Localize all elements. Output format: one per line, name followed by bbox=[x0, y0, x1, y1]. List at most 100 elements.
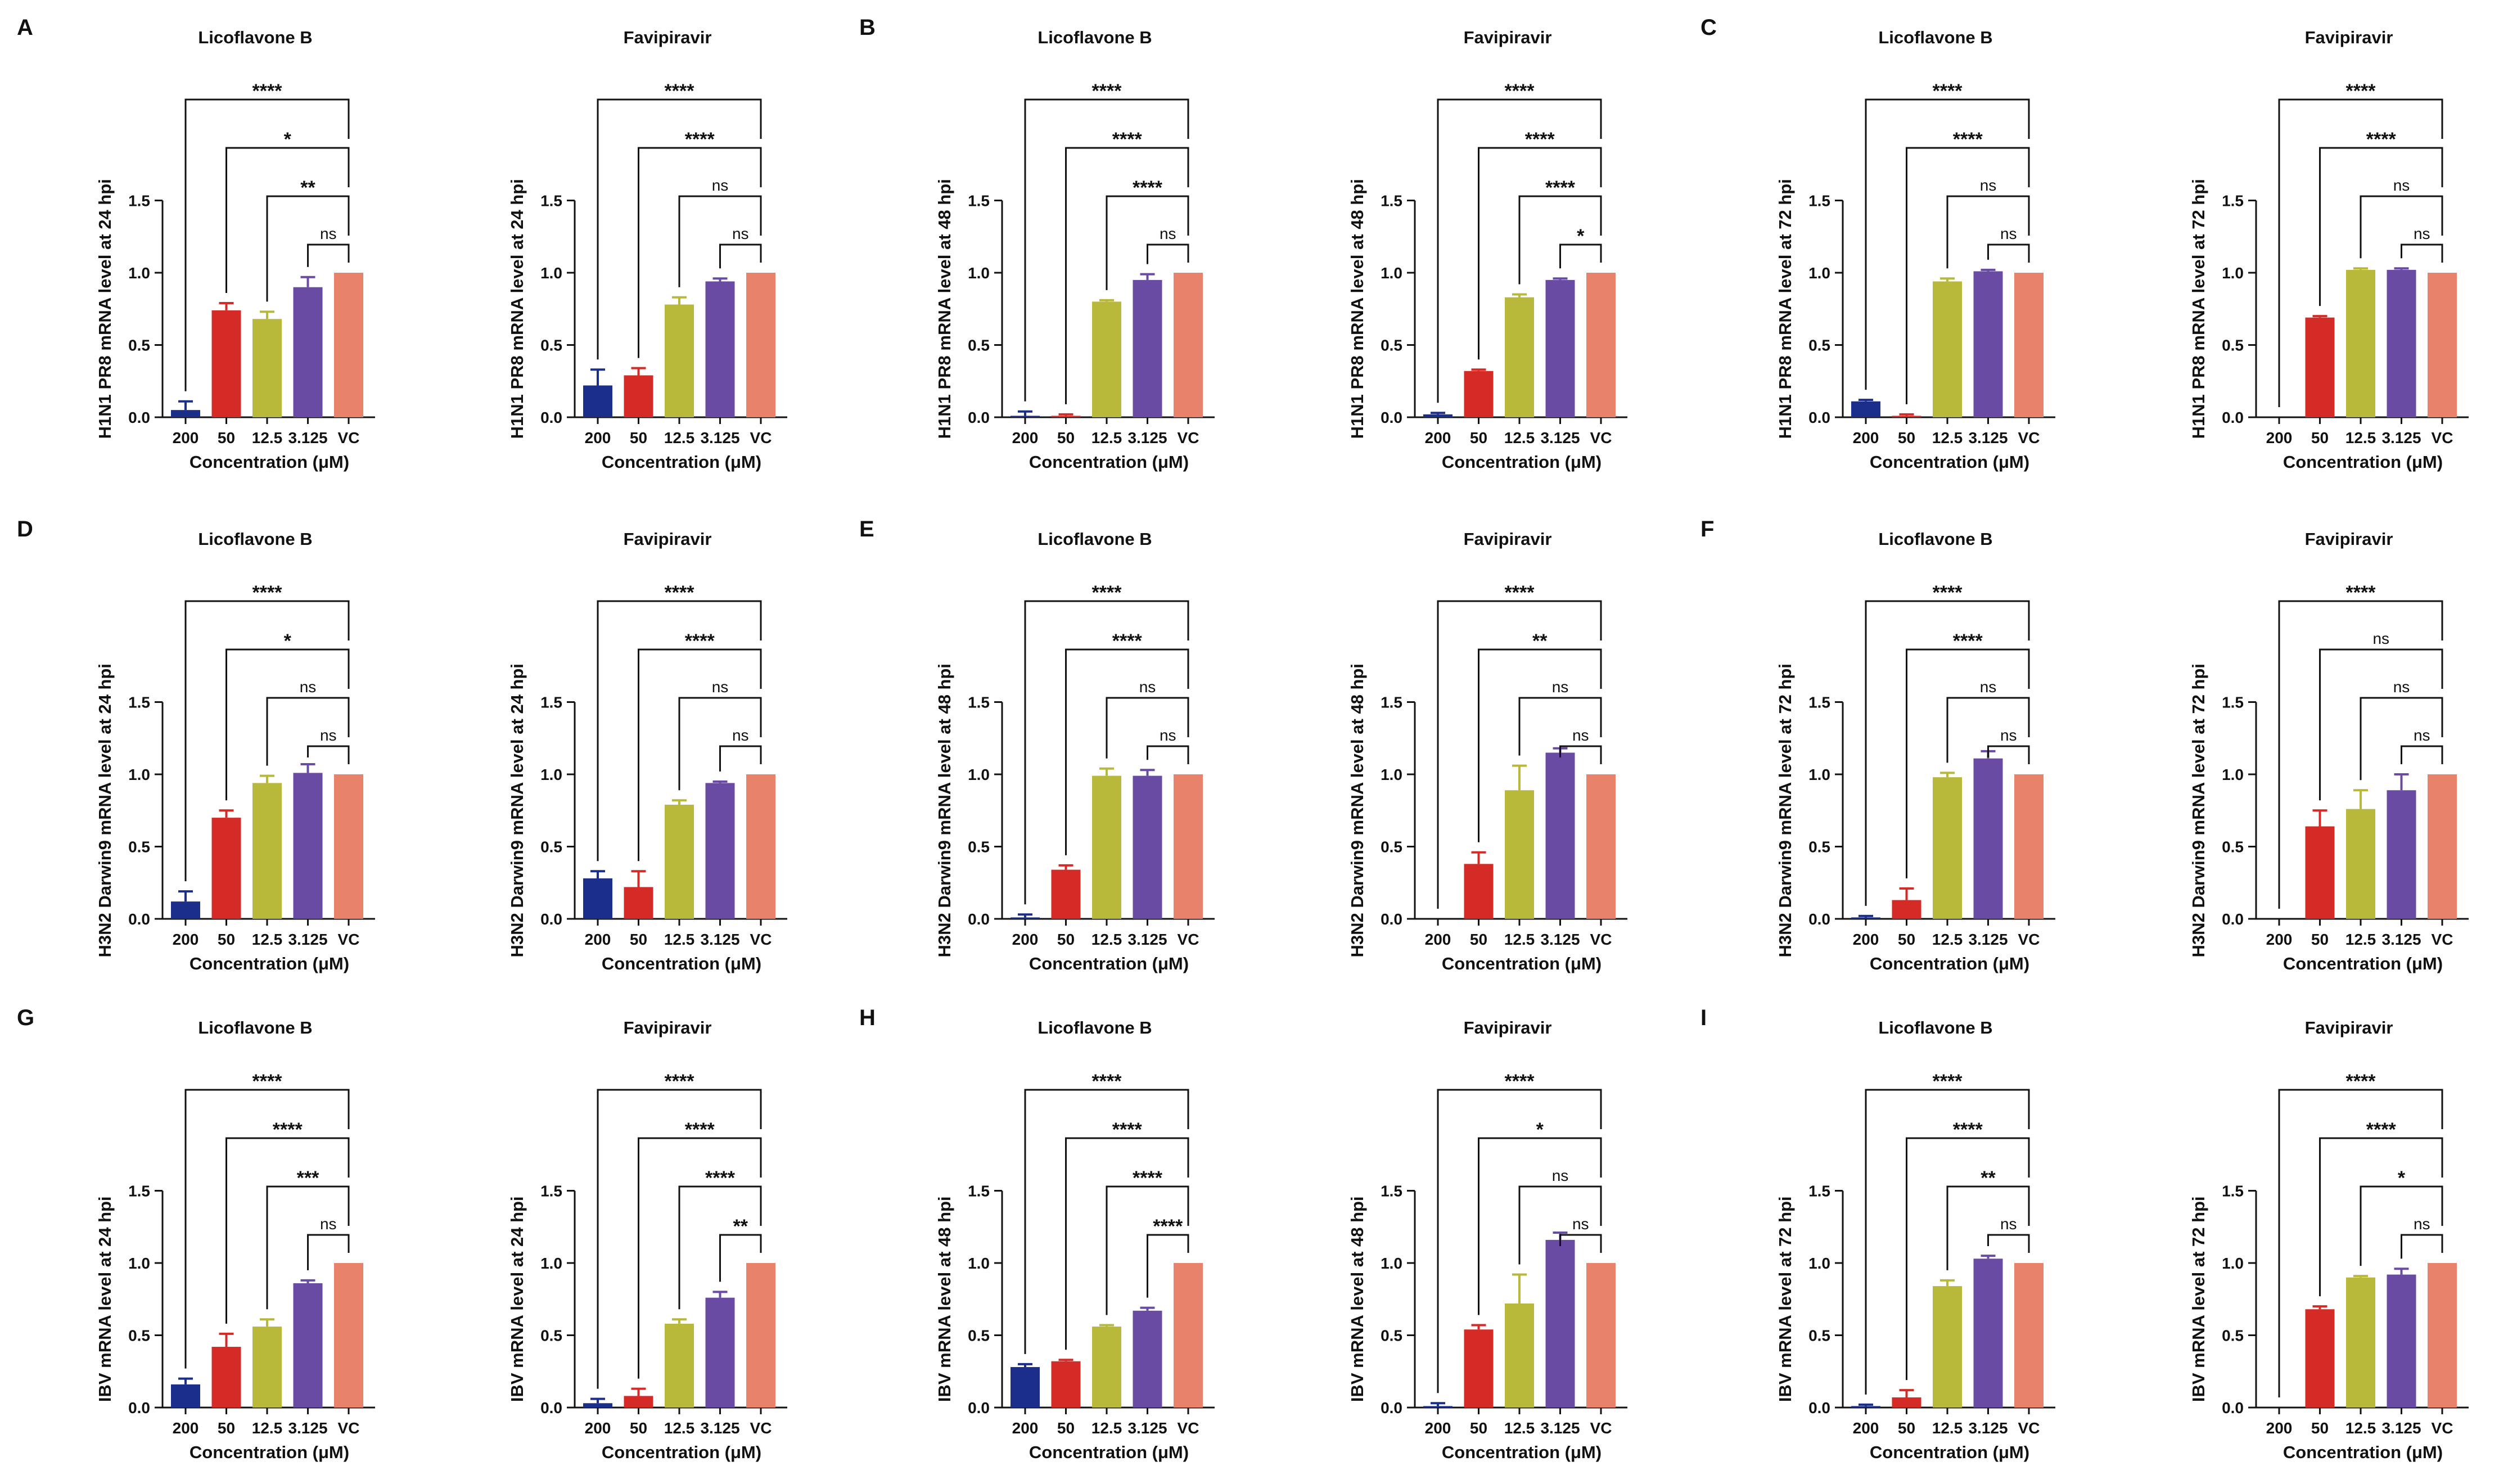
x-tick-label: 12.5 bbox=[1504, 931, 1535, 948]
significance-label: ns bbox=[712, 177, 729, 194]
bar bbox=[1505, 297, 1534, 417]
significance-bracket bbox=[225, 147, 350, 293]
y-tick-label: 1.5 bbox=[128, 1183, 150, 1200]
chart-title: Licoflavone B bbox=[1038, 1018, 1152, 1038]
x-tick-label: 12.5 bbox=[2345, 429, 2376, 446]
significance-label: **** bbox=[1933, 80, 1963, 102]
panel-13: G Licoflavone B 0.0 0.5 1.0 1.5 200 50 12.5 3.125… bbox=[17, 1005, 375, 1462]
y-tick-label: 1.0 bbox=[1381, 264, 1402, 282]
x-axis-label: Concentration (μM) bbox=[1442, 1442, 1602, 1462]
x-axis-label: Concentration (μM) bbox=[1442, 452, 1602, 472]
x-tick-label: 3.125 bbox=[288, 931, 327, 948]
significance-bracket bbox=[1065, 1137, 1189, 1350]
y-axis-label: H1N1 PR8 mRNA level at 72 hpi bbox=[1775, 179, 1795, 439]
significance-bracket bbox=[1987, 1234, 2030, 1253]
bar bbox=[705, 783, 735, 919]
significance-label: ns bbox=[2000, 1215, 2017, 1233]
significance-label: ** bbox=[733, 1216, 748, 1237]
bar bbox=[1545, 279, 1575, 417]
bar bbox=[293, 287, 323, 417]
y-tick-label: 0.5 bbox=[128, 1327, 150, 1345]
bar bbox=[1973, 1259, 2003, 1408]
bar bbox=[2305, 317, 2335, 417]
bar bbox=[1174, 273, 1203, 417]
y-axis-label: H3N2 Darwin9 mRNA level at 72 hpi bbox=[2189, 664, 2208, 958]
bar bbox=[1933, 281, 1962, 417]
panel-1: A Licoflavone B 0.0 0.5 1.0 1.5 200 50 12.5 3.125… bbox=[17, 15, 375, 472]
significance-bracket bbox=[1865, 600, 2030, 906]
bar bbox=[1973, 758, 2003, 919]
bar bbox=[1174, 1263, 1203, 1408]
bar bbox=[1933, 1286, 1962, 1408]
y-tick-label: 0.0 bbox=[2222, 1399, 2244, 1417]
y-tick-label: 1.0 bbox=[968, 264, 990, 282]
significance-label: **** bbox=[665, 80, 695, 102]
y-tick-label: 1.0 bbox=[128, 766, 150, 783]
x-tick-label: 200 bbox=[1853, 429, 1879, 446]
significance-bracket bbox=[225, 648, 350, 801]
x-tick-label: VC bbox=[338, 931, 360, 948]
y-tick-label: 1.0 bbox=[1381, 766, 1402, 783]
significance-bracket bbox=[307, 243, 350, 267]
y-tick-label: 1.5 bbox=[1381, 192, 1402, 210]
significance-label: * bbox=[284, 129, 292, 150]
x-tick-label: 12.5 bbox=[664, 429, 695, 446]
x-tick-label: VC bbox=[750, 1419, 772, 1437]
bar bbox=[2346, 269, 2375, 417]
chart-title: Licoflavone B bbox=[198, 28, 312, 47]
significance-bracket bbox=[184, 600, 350, 882]
bar bbox=[1051, 1361, 1081, 1408]
bar bbox=[1092, 301, 1121, 417]
significance-label: ns bbox=[732, 225, 749, 242]
x-tick-label: 12.5 bbox=[2345, 1419, 2376, 1437]
chart-title: Favipiravir bbox=[2305, 28, 2393, 47]
bar bbox=[1133, 1310, 1162, 1408]
x-tick-label: VC bbox=[2432, 429, 2453, 446]
bar bbox=[171, 1384, 200, 1408]
significance-bracket bbox=[2278, 1089, 2443, 1397]
significance-label: **** bbox=[1953, 630, 1983, 652]
significance-label: **** bbox=[1092, 582, 1122, 603]
bar bbox=[624, 375, 653, 417]
y-axis-label: H1N1 PR8 mRNA level at 24 hpi bbox=[95, 179, 115, 439]
y-tick-label: 0.5 bbox=[128, 838, 150, 856]
y-tick-label: 1.5 bbox=[1381, 694, 1402, 711]
panel-11: F Licoflavone B 0.0 0.5 1.0 1.5 200 50 12.5 3.125… bbox=[1700, 517, 2055, 973]
y-tick-label: 0.0 bbox=[128, 409, 150, 426]
x-tick-label: VC bbox=[2018, 429, 2040, 446]
x-axis-label: Concentration (μM) bbox=[1870, 1442, 2029, 1462]
x-tick-label: 200 bbox=[585, 1419, 611, 1437]
significance-label: ns bbox=[1160, 727, 1176, 744]
y-tick-label: 0.0 bbox=[1381, 1399, 1402, 1417]
significance-label: **** bbox=[1112, 129, 1143, 150]
x-axis-label: Concentration (μM) bbox=[1029, 452, 1189, 472]
significance-label: **** bbox=[665, 582, 695, 603]
bar bbox=[1892, 1397, 1921, 1408]
bar bbox=[171, 901, 200, 919]
panel-10: Favipiravir 0.0 0.5 1.0 1.5 200 50 12.5 3.125 VC C… bbox=[1347, 529, 1627, 973]
significance-bracket bbox=[1065, 648, 1189, 855]
bar bbox=[293, 773, 323, 919]
panel-15: H Licoflavone B 0.0 0.5 1.0 1.5 200 50 12.5 3.125… bbox=[859, 1005, 1215, 1462]
x-tick-label: 50 bbox=[218, 429, 235, 446]
y-tick-label: 1.5 bbox=[540, 192, 562, 210]
significance-label: ** bbox=[300, 177, 315, 199]
x-tick-label: 50 bbox=[1057, 1419, 1075, 1437]
bar bbox=[1851, 1406, 1880, 1408]
x-tick-label: 12.5 bbox=[1091, 931, 1122, 948]
chart-title: Licoflavone B bbox=[1038, 529, 1152, 549]
x-tick-label: 3.125 bbox=[2381, 931, 2421, 948]
chart-title: Licoflavone B bbox=[1878, 1018, 1992, 1038]
bar bbox=[583, 878, 612, 919]
chart-title: Favipiravir bbox=[2305, 529, 2393, 549]
panel-16: Favipiravir 0.0 0.5 1.0 1.5 200 50 12.5 3.125 VC C… bbox=[1347, 1018, 1627, 1462]
significance-label: ns bbox=[1160, 225, 1176, 242]
significance-bracket bbox=[1946, 697, 2030, 763]
significance-bracket bbox=[1518, 1185, 1602, 1265]
significance-label: ns bbox=[1139, 678, 1156, 696]
significance-bracket bbox=[719, 745, 762, 772]
x-tick-label: 50 bbox=[1470, 1419, 1487, 1437]
significance-bracket bbox=[1518, 697, 1602, 756]
significance-label: **** bbox=[665, 1071, 695, 1092]
significance-bracket bbox=[2360, 195, 2443, 259]
